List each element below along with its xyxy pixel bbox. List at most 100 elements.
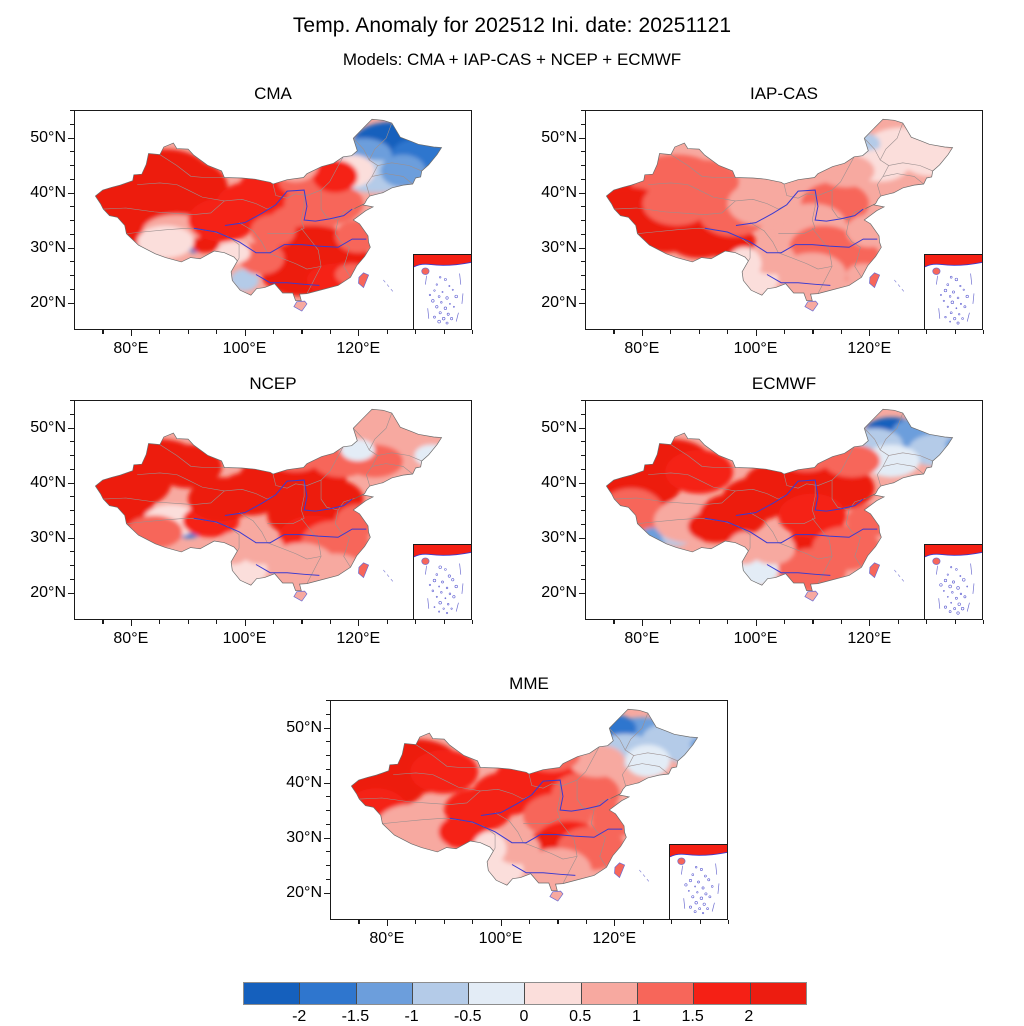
y-tick-major — [324, 783, 330, 784]
colorbar-segment-4[interactable] — [469, 983, 525, 1004]
y-tick-minor — [70, 275, 74, 276]
y-tick-major — [68, 428, 74, 429]
y-tick-minor — [581, 565, 585, 566]
x-tick-minor — [444, 620, 445, 624]
y-tick-major — [579, 193, 585, 194]
colorbar-tick-label: -1 — [404, 1008, 418, 1026]
y-tick-minor — [70, 110, 74, 111]
x-axis-label: 120°E — [847, 630, 891, 648]
colorbar[interactable] — [243, 982, 807, 1005]
x-tick-minor — [728, 920, 729, 924]
colorbar-tick-label: 2 — [744, 1008, 753, 1026]
y-tick-minor — [326, 851, 330, 852]
y-axis-label: 30°N — [541, 529, 577, 547]
map-frame-cma — [74, 110, 472, 330]
x-axis-label: 100°E — [734, 340, 778, 358]
y-tick-minor — [70, 496, 74, 497]
x-axis-label: 100°E — [479, 930, 523, 948]
y-axis-label: 50°N — [30, 129, 66, 147]
colorbar-segment-5[interactable] — [525, 983, 581, 1004]
x-tick-minor — [812, 620, 813, 624]
x-tick-minor — [415, 620, 416, 624]
x-tick-minor — [784, 620, 785, 624]
x-tick-minor — [955, 330, 956, 334]
south-china-sea-inset-mme — [669, 844, 728, 920]
x-tick-major — [358, 620, 359, 626]
x-tick-minor — [102, 620, 103, 624]
map-frame-iapcas — [585, 110, 983, 330]
x-tick-minor — [472, 920, 473, 924]
y-tick-major — [68, 138, 74, 139]
panel-title-ncep: NCEP — [74, 374, 472, 394]
x-tick-minor — [415, 330, 416, 334]
x-axis-label: 120°E — [847, 340, 891, 358]
y-tick-minor — [70, 469, 74, 470]
x-tick-minor — [188, 620, 189, 624]
figure-subtitle: Models: CMA + IAP-CAS + NCEP + ECMWF — [0, 50, 1024, 70]
x-tick-major — [614, 920, 615, 926]
panel-title-mme: MME — [330, 674, 728, 694]
colorbar-segment-9[interactable] — [751, 983, 806, 1004]
colorbar-segment-1[interactable] — [300, 983, 356, 1004]
y-tick-minor — [581, 165, 585, 166]
y-tick-major — [579, 303, 585, 304]
y-tick-minor — [581, 496, 585, 497]
anomaly-map-mme — [331, 701, 727, 919]
x-tick-minor — [472, 330, 473, 334]
y-tick-minor — [326, 714, 330, 715]
x-tick-major — [642, 330, 643, 336]
x-tick-minor — [159, 330, 160, 334]
colorbar-segment-8[interactable] — [694, 983, 750, 1004]
x-axis-label: 120°E — [336, 630, 380, 648]
x-tick-minor — [898, 620, 899, 624]
x-tick-minor — [415, 920, 416, 924]
x-tick-major — [501, 920, 502, 926]
x-tick-minor — [216, 330, 217, 334]
colorbar-tick-label: 1.5 — [681, 1008, 703, 1026]
y-tick-major — [579, 593, 585, 594]
y-tick-major — [324, 728, 330, 729]
colorbar-segment-2[interactable] — [357, 983, 413, 1004]
y-tick-major — [579, 538, 585, 539]
x-tick-major — [756, 330, 757, 336]
x-tick-minor — [841, 620, 842, 624]
y-axis-label: 30°N — [541, 239, 577, 257]
colorbar-segment-0[interactable] — [244, 983, 300, 1004]
y-tick-minor — [581, 110, 585, 111]
panel-ncep: NCEP 20°N 30°N 40°N 50°N 80°E 100°E 120°E — [74, 400, 472, 620]
y-tick-minor — [581, 275, 585, 276]
y-axis-label: 50°N — [541, 419, 577, 437]
panel-ecmwf: ECMWF 20°N 30°N 40°N 50°N 80°E 100°E 120°E — [585, 400, 983, 620]
colorbar-segment-7[interactable] — [638, 983, 694, 1004]
y-tick-minor — [70, 165, 74, 166]
y-tick-minor — [581, 124, 585, 125]
x-tick-minor — [330, 620, 331, 624]
y-tick-minor — [581, 289, 585, 290]
south-china-sea-inset-ncep — [413, 544, 472, 620]
x-tick-minor — [983, 620, 984, 624]
colorbar-segment-6[interactable] — [582, 983, 638, 1004]
y-tick-major — [68, 248, 74, 249]
x-tick-major — [869, 620, 870, 626]
south-china-sea-inset-cma — [413, 254, 472, 330]
y-tick-minor — [70, 524, 74, 525]
x-tick-minor — [898, 330, 899, 334]
y-tick-minor — [70, 124, 74, 125]
map-frame-ncep — [74, 400, 472, 620]
x-tick-minor — [841, 330, 842, 334]
x-tick-minor — [188, 330, 189, 334]
y-tick-minor — [581, 524, 585, 525]
y-axis-label: 20°N — [541, 584, 577, 602]
y-tick-minor — [581, 400, 585, 401]
colorbar-tick-label: -0.5 — [454, 1008, 482, 1026]
y-axis-label: 20°N — [541, 294, 577, 312]
y-tick-minor — [70, 151, 74, 152]
y-tick-minor — [70, 455, 74, 456]
y-tick-minor — [70, 565, 74, 566]
colorbar-segment-3[interactable] — [413, 983, 469, 1004]
y-axis-label: 40°N — [30, 184, 66, 202]
colorbar-tick-label: -2 — [292, 1008, 306, 1026]
x-tick-minor — [812, 330, 813, 334]
colorbar-tick-label: 0 — [520, 1008, 529, 1026]
y-axis-label: 50°N — [541, 129, 577, 147]
